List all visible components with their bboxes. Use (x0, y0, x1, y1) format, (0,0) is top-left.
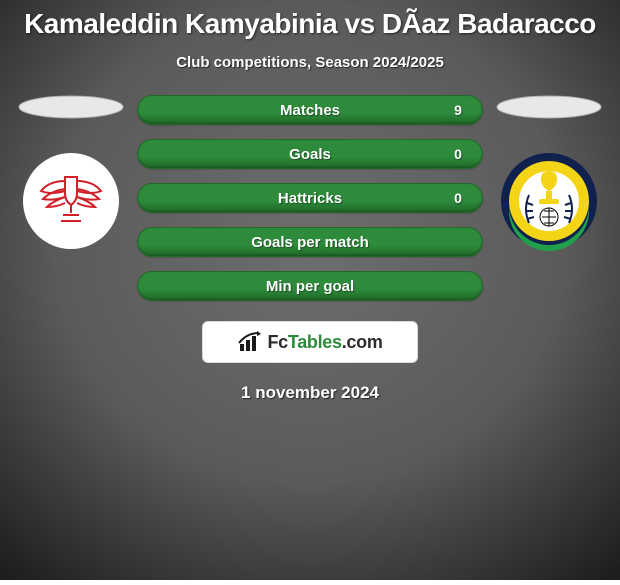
nationality-left-icon (17, 95, 125, 119)
stat-row: Goals per match (137, 227, 483, 257)
logo-prefix: Fc (267, 332, 287, 352)
stat-label: Goals (186, 146, 434, 163)
content-wrapper: Kamaleddin Kamyabinia vs DÃ­az Badaracco… (0, 0, 620, 580)
stats-list: Matches9Goals0Hattricks0Goals per matchM… (137, 95, 483, 301)
logo-suffix: Tables (288, 332, 342, 352)
stat-right-value: 0 (434, 146, 482, 162)
stat-row: Min per goal (137, 271, 483, 301)
subtitle: Club competitions, Season 2024/2025 (176, 54, 444, 71)
player-left-column (11, 95, 131, 251)
stat-label: Min per goal (186, 278, 434, 295)
stat-row: Matches9 (137, 95, 483, 125)
date-text: 1 november 2024 (241, 383, 379, 403)
stat-row: Hattricks0 (137, 183, 483, 213)
stat-label: Hattricks (186, 190, 434, 207)
fctables-logo: FcTables.com (202, 321, 418, 363)
logo-tld: .com (342, 332, 383, 352)
fctables-logo-text: FcTables.com (267, 332, 382, 353)
stat-right-value: 0 (434, 190, 482, 206)
stat-row: Goals0 (137, 139, 483, 169)
club-left-logo (21, 151, 121, 251)
club-right-logo (499, 151, 599, 251)
nationality-right-icon (495, 95, 603, 119)
fctables-chart-icon (237, 331, 263, 353)
comparison-body: Matches9Goals0Hattricks0Goals per matchM… (0, 95, 620, 301)
stat-right-value: 9 (434, 102, 482, 118)
player-right-column (489, 95, 609, 251)
stat-label: Matches (186, 102, 434, 119)
comparison-title: Kamaleddin Kamyabinia vs DÃ­az Badaracco (24, 8, 596, 40)
stat-label: Goals per match (186, 234, 434, 251)
